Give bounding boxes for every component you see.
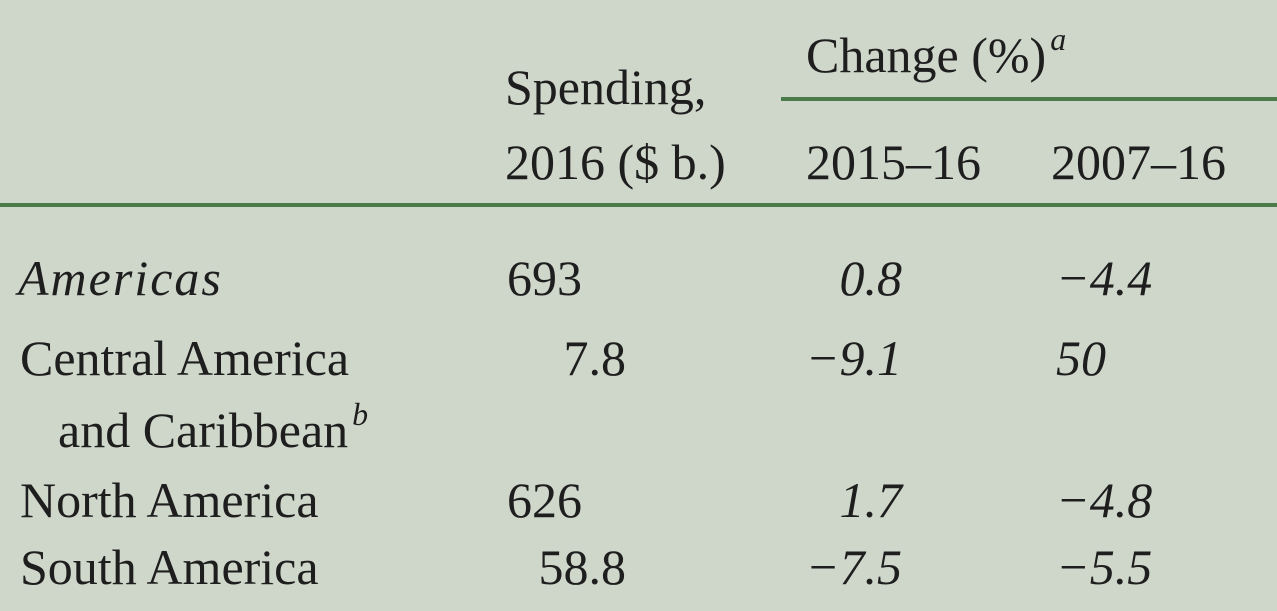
row-region-central-america-line1: Central America — [20, 330, 350, 386]
footnote-b-mark: b — [352, 396, 369, 432]
row-region-central-america-line2: and Caribbean b — [58, 398, 368, 458]
change-header-label: Change (%) — [806, 27, 1047, 83]
header-bottom-rule — [0, 203, 1277, 207]
row-region-south-america: South America — [20, 539, 319, 595]
col-header-2015-16: 2015–16 — [806, 134, 981, 190]
row-spending-central-america: 7.8 — [563, 330, 627, 386]
row-change1516-north-america: 1.7 — [839, 472, 903, 528]
row-region-americas: Americas — [18, 250, 223, 306]
row-change1516-south-america: −7.5 — [805, 539, 902, 595]
row-change1516-central-america: −9.1 — [805, 330, 902, 386]
row-change0716-americas: −4.4 — [1056, 250, 1153, 306]
col-header-2007-16: 2007–16 — [1051, 134, 1226, 190]
row-change0716-north-america: −4.8 — [1056, 472, 1153, 528]
row-region-central-america-line2-text: and Caribbean — [58, 402, 349, 458]
row-spending-south-america: 58.8 — [538, 539, 627, 595]
row-change1516-americas: 0.8 — [839, 250, 903, 306]
footnote-a-mark: a — [1050, 21, 1067, 57]
spending-header-line2: 2016 ($ b.) — [505, 134, 726, 190]
change-header-rule — [781, 97, 1277, 101]
row-change0716-south-america: −5.5 — [1056, 539, 1153, 595]
row-change0716-central-america: 50 — [1056, 330, 1106, 386]
row-spending-americas: 693 — [507, 250, 582, 306]
row-spending-north-america: 626 — [507, 472, 582, 528]
row-region-north-america: North America — [20, 472, 319, 528]
change-header: Change (%) a — [806, 23, 1066, 83]
spending-header-line1: Spending, — [505, 59, 707, 115]
